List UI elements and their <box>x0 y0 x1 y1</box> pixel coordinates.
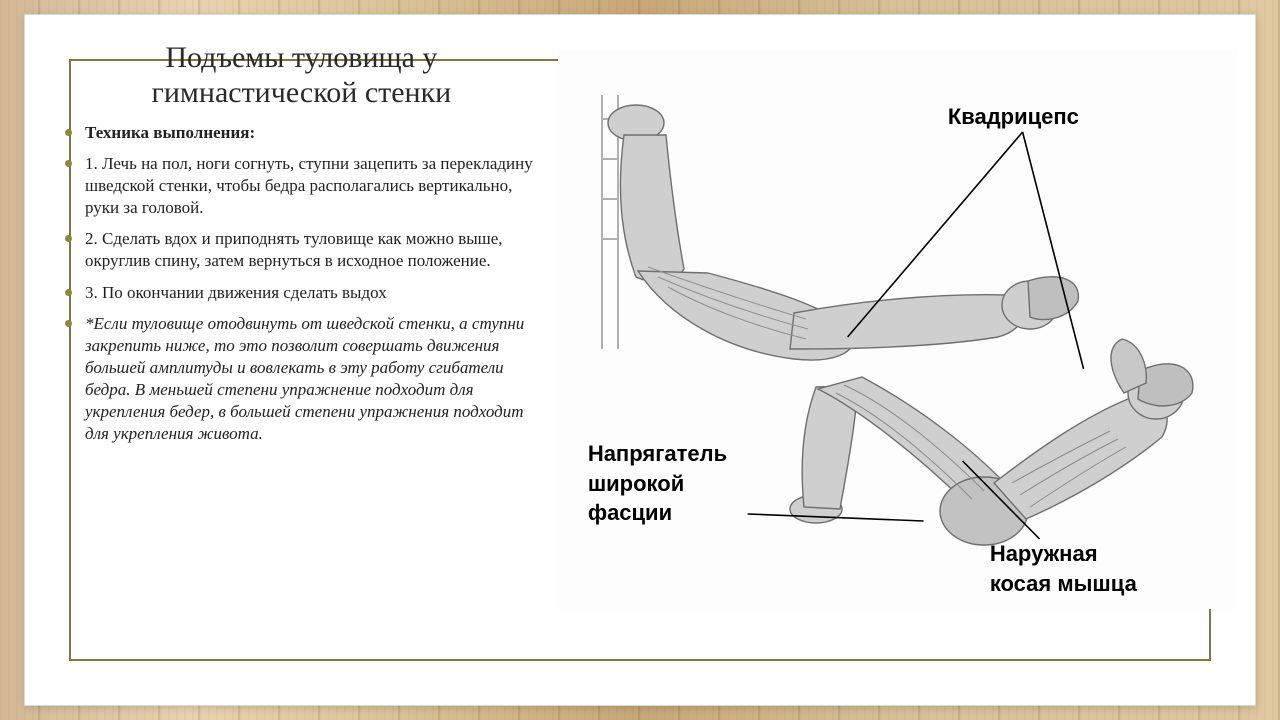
bullet-1: 1. Лечь на пол, ноги согнуть, ступни зац… <box>85 153 550 219</box>
label-external-oblique: Наружная косая мышца <box>990 539 1137 598</box>
label-tensor-fasciae-latae: Напрягатель широкой фасции <box>588 439 727 528</box>
slide-content: Подъемы туловища у гимнастической стенки… <box>53 41 1227 685</box>
diagram-column: Квадрицепс Напрягатель широкой фасции На… <box>558 41 1227 685</box>
note: *Если туловище отодвинуть от шведской ст… <box>85 313 550 446</box>
slide-card: Подъемы туловища у гимнастической стенки… <box>24 14 1256 706</box>
text-column: Подъемы туловища у гимнастической стенки… <box>53 41 558 685</box>
bullet-3: 3. По окончании движения сделать выдох <box>85 282 550 304</box>
label-quadriceps: Квадрицепс <box>948 104 1079 130</box>
slide-title: Подъемы туловища у гимнастической стенки <box>53 41 550 110</box>
bullet-2: 2. Сделать вдох и приподнять туловище ка… <box>85 228 550 272</box>
bullet-list: Техника выполнения: 1. Лечь на пол, ноги… <box>53 122 550 445</box>
section-heading: Техника выполнения: <box>85 122 550 144</box>
anatomy-diagram: Квадрицепс Напрягатель широкой фасции На… <box>558 49 1237 609</box>
